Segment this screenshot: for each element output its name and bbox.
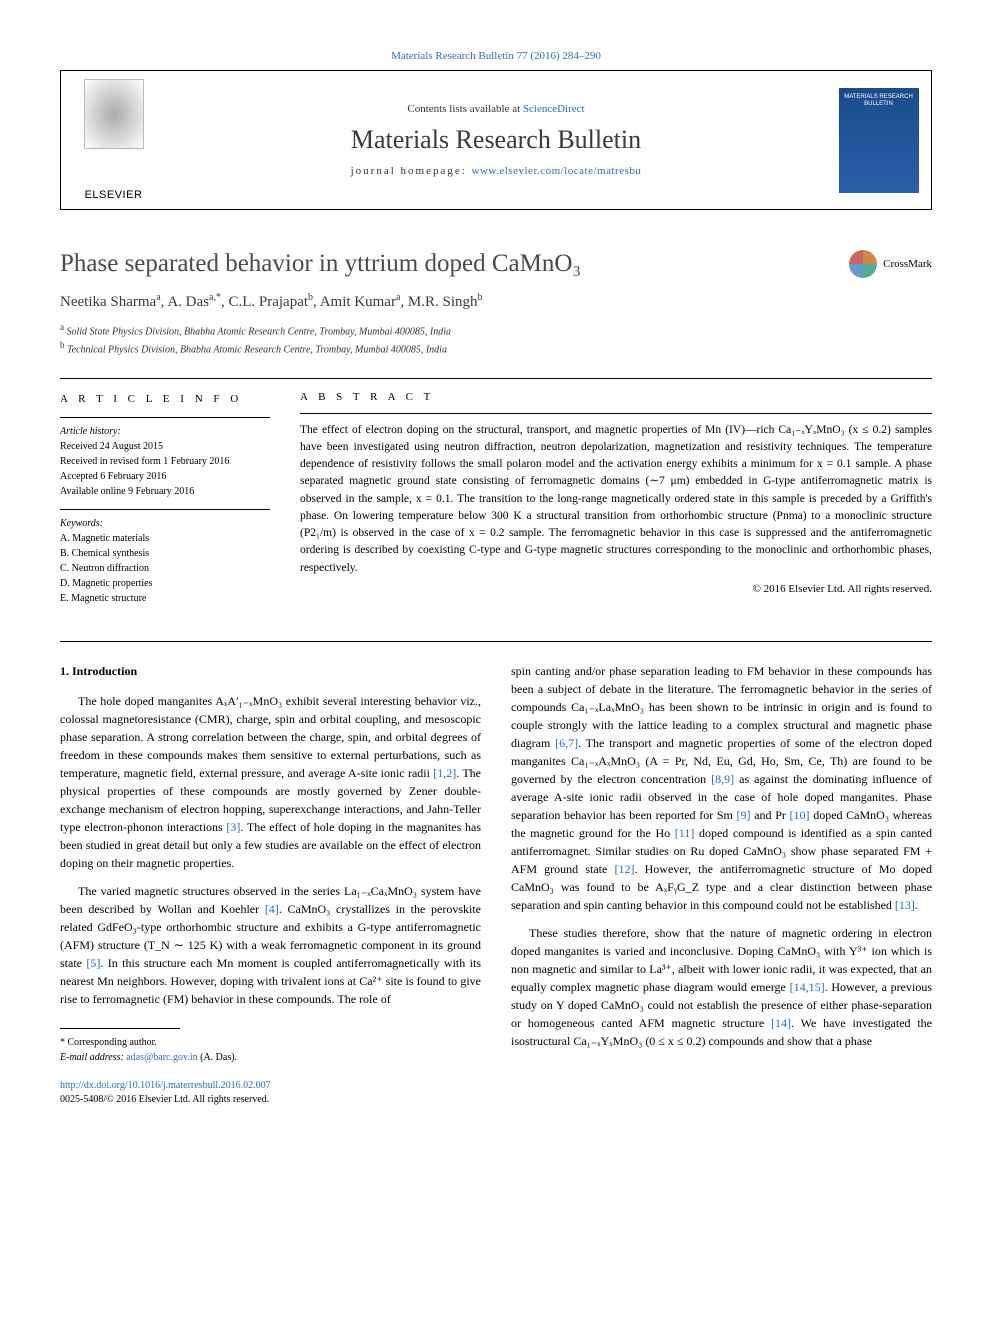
journal-citation[interactable]: Materials Research Bulletin 77 (2016) 28… xyxy=(60,50,932,62)
keyword: A. Magnetic materials xyxy=(60,531,270,546)
issn-copyright: 0025-5408/© 2016 Elsevier Ltd. All right… xyxy=(60,1093,932,1107)
keywords-label: Keywords: xyxy=(60,516,270,531)
citation-link[interactable]: [9] xyxy=(737,808,751,822)
journal-cover-icon: MATERIALS RESEARCH BULLETIN xyxy=(839,88,919,193)
cover-block: MATERIALS RESEARCH BULLETIN xyxy=(826,71,931,209)
section-heading: 1. Introduction xyxy=(60,662,481,680)
keyword: E. Magnetic structure xyxy=(60,591,270,606)
abstract-column: A B S T R A C T The effect of electron d… xyxy=(300,379,932,617)
article-history: Article history: Received 24 August 2015… xyxy=(60,417,270,499)
revised-date: Received in revised form 1 February 2016 xyxy=(60,454,270,469)
left-column: 1. Introduction The hole doped manganite… xyxy=(60,662,481,1065)
abstract-copyright: © 2016 Elsevier Ltd. All rights reserved… xyxy=(300,583,932,595)
journal-name: Materials Research Bulletin xyxy=(351,125,641,155)
publisher-block: ELSEVIER xyxy=(61,71,166,209)
citation-link[interactable]: [10] xyxy=(790,808,810,822)
homepage-line: journal homepage: www.elsevier.com/locat… xyxy=(351,165,642,177)
elsevier-tree-icon xyxy=(84,79,144,149)
citation-link[interactable]: [3] xyxy=(226,820,240,834)
abstract-text: The effect of electron doping on the str… xyxy=(300,413,932,577)
online-date: Available online 9 February 2016 xyxy=(60,484,270,499)
paragraph: These studies therefore, show that the n… xyxy=(511,924,932,1050)
footnote-divider xyxy=(60,1028,180,1029)
citation-link[interactable]: [14,15] xyxy=(790,980,825,994)
header-center: Contents lists available at ScienceDirec… xyxy=(166,71,826,209)
paragraph: The varied magnetic structures observed … xyxy=(60,882,481,1008)
history-label: Article history: xyxy=(60,424,270,439)
keyword: B. Chemical synthesis xyxy=(60,546,270,561)
crossmark-label: CrossMark xyxy=(883,258,932,270)
email-link[interactable]: adas@barc.gov.in xyxy=(126,1052,197,1063)
paragraph: spin canting and/or phase separation lea… xyxy=(511,662,932,914)
received-date: Received 24 August 2015 xyxy=(60,439,270,454)
citation-link[interactable]: [6,7] xyxy=(555,736,578,750)
contents-prefix: Contents lists available at xyxy=(407,103,522,115)
homepage-prefix: journal homepage: xyxy=(351,165,472,177)
email-line: E-mail address: adas@barc.gov.in (A. Das… xyxy=(60,1050,481,1065)
article-title: Phase separated behavior in yttrium dope… xyxy=(60,250,581,278)
affiliation-a: a Solid State Physics Division, Bhabha A… xyxy=(60,321,932,339)
journal-header: ELSEVIER Contents lists available at Sci… xyxy=(60,70,932,210)
homepage-link[interactable]: www.elsevier.com/locate/matresbu xyxy=(472,165,642,177)
keyword: D. Magnetic properties xyxy=(60,576,270,591)
body-columns: 1. Introduction The hole doped manganite… xyxy=(60,641,932,1065)
keywords-block: Keywords: A. Magnetic materials B. Chemi… xyxy=(60,509,270,606)
citation-link[interactable]: [8,9] xyxy=(711,772,734,786)
citation-link[interactable]: [1,2] xyxy=(433,766,456,780)
corr-label: * Corresponding author. xyxy=(60,1035,481,1050)
corresponding-author: * Corresponding author. E-mail address: … xyxy=(60,1035,481,1065)
doi-link[interactable]: http://dx.doi.org/10.1016/j.materresbull… xyxy=(60,1080,271,1091)
right-column: spin canting and/or phase separation lea… xyxy=(511,662,932,1065)
article-info-heading: A R T I C L E I N F O xyxy=(60,391,270,408)
citation-link[interactable]: [13] xyxy=(895,898,915,912)
keyword: C. Neutron diffraction xyxy=(60,561,270,576)
sciencedirect-link[interactable]: ScienceDirect xyxy=(523,103,585,115)
citation-link[interactable]: [5] xyxy=(86,956,100,970)
affiliation-b: b Technical Physics Division, Bhabha Ato… xyxy=(60,339,932,357)
contents-line: Contents lists available at ScienceDirec… xyxy=(407,103,584,115)
doi-block: http://dx.doi.org/10.1016/j.materresbull… xyxy=(60,1079,932,1107)
paragraph: The hole doped manganites AₓA′₁₋ₓMnO₃ ex… xyxy=(60,692,481,872)
crossmark-icon xyxy=(849,250,877,278)
citation-link[interactable]: [12] xyxy=(614,862,634,876)
abstract-heading: A B S T R A C T xyxy=(300,391,932,403)
article-info: A R T I C L E I N F O Article history: R… xyxy=(60,379,270,617)
crossmark-badge[interactable]: CrossMark xyxy=(849,250,932,278)
citation-link[interactable]: [14] xyxy=(771,1016,791,1030)
accepted-date: Accepted 6 February 2016 xyxy=(60,469,270,484)
citation-link[interactable]: [4] xyxy=(265,902,279,916)
affiliations: a Solid State Physics Division, Bhabha A… xyxy=(60,321,932,358)
author-list: Neetika Sharmaa, A. Dasa,*, C.L. Prajapa… xyxy=(60,292,932,311)
citation-link[interactable]: [11] xyxy=(675,826,695,840)
publisher-name: ELSEVIER xyxy=(85,189,143,201)
